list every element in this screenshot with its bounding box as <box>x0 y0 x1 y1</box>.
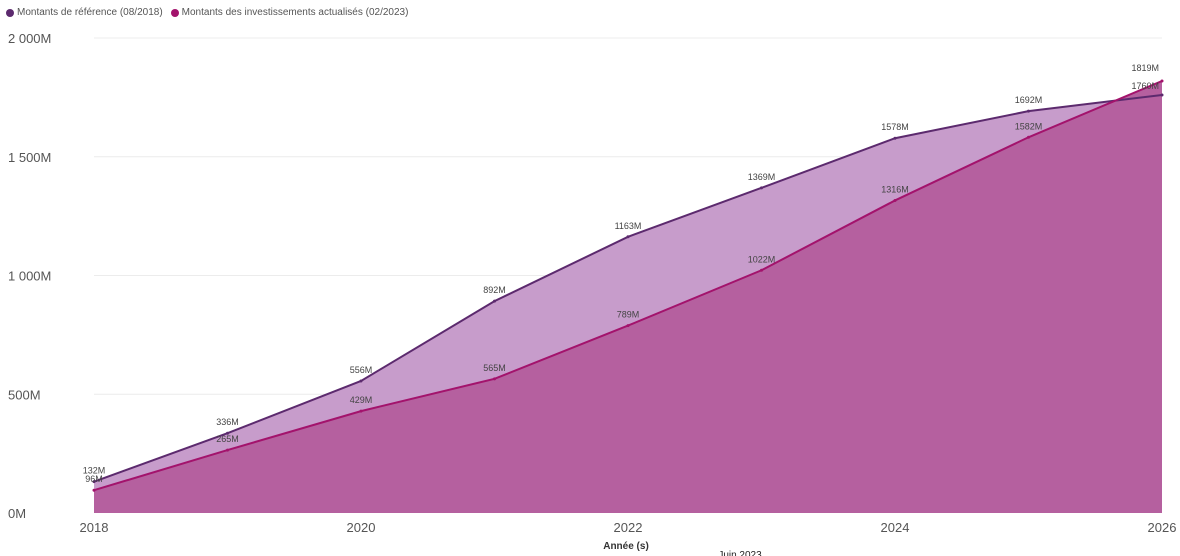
x-tick-label: 2024 <box>881 520 910 535</box>
x-tick-label: 2018 <box>80 520 109 535</box>
legend-dot-reference-icon <box>6 8 14 17</box>
reference-point[interactable] <box>493 299 496 303</box>
reference-point[interactable] <box>893 136 897 140</box>
updated-data-label: 96M <box>85 474 103 484</box>
legend-label-reference: Montants de référence (08/2018) <box>17 7 163 18</box>
x-axis-title: Année (s) <box>603 541 649 552</box>
y-tick-label: 2 000M <box>8 31 51 46</box>
updated-area <box>94 80 1162 514</box>
updated-data-label: 565M <box>483 363 506 373</box>
reference-point[interactable] <box>626 235 630 239</box>
reference-data-label: 1760M <box>1131 81 1159 91</box>
legend-item-updated[interactable]: Montants des investissements actualisés … <box>170 7 409 18</box>
x-tick-label: 2022 <box>614 520 643 535</box>
reference-point[interactable] <box>226 431 229 435</box>
x-tick-label: 2020 <box>347 520 376 535</box>
updated-point[interactable] <box>760 268 763 272</box>
updated-point[interactable] <box>1160 79 1164 83</box>
reference-data-label: 556M <box>350 365 373 375</box>
legend-dot-updated-icon <box>170 8 179 17</box>
reference-data-label: 1163M <box>615 221 642 231</box>
reference-data-label: 336M <box>216 417 239 427</box>
footer-date: Juin 2023 <box>718 550 762 556</box>
y-tick-label: 500M <box>8 387 41 402</box>
y-tick-label: 0M <box>8 506 26 521</box>
reference-data-label: 1692M <box>1015 95 1043 105</box>
y-tick-label: 1 000M <box>8 269 51 284</box>
updated-point[interactable] <box>92 488 96 492</box>
reference-data-label: 1369M <box>748 172 776 182</box>
updated-point[interactable] <box>893 198 897 202</box>
updated-point[interactable] <box>226 448 229 452</box>
reference-point[interactable] <box>92 480 96 484</box>
updated-data-label: 1316M <box>881 184 909 194</box>
reference-point[interactable] <box>1160 93 1164 97</box>
updated-data-label: 789M <box>617 310 640 320</box>
reference-point[interactable] <box>1027 109 1030 113</box>
reference-data-label: 132M <box>83 466 106 476</box>
x-tick-label: 2026 <box>1148 520 1177 535</box>
reference-data-label: 1578M <box>881 122 909 132</box>
updated-data-label: 1022M <box>748 254 776 264</box>
updated-data-label: 1819M <box>1131 63 1159 73</box>
reference-point[interactable] <box>760 186 763 190</box>
legend-item-reference[interactable]: Montants de référence (08/2018) <box>6 7 163 18</box>
updated-point[interactable] <box>626 324 630 328</box>
updated-point[interactable] <box>493 377 496 381</box>
updated-data-label: 1582M <box>1015 121 1043 131</box>
updated-data-label: 429M <box>350 395 373 405</box>
updated-point[interactable] <box>359 409 363 413</box>
legend-label-updated: Montants des investissements actualisés … <box>181 7 409 18</box>
reference-data-label: 892M <box>483 285 506 295</box>
reference-point[interactable] <box>359 379 363 383</box>
updated-point[interactable] <box>1027 135 1030 139</box>
y-tick-label: 1 500M <box>8 150 51 165</box>
updated-data-label: 265M <box>216 434 239 444</box>
legend: Montants de référence (08/2018) Montants… <box>6 7 408 18</box>
